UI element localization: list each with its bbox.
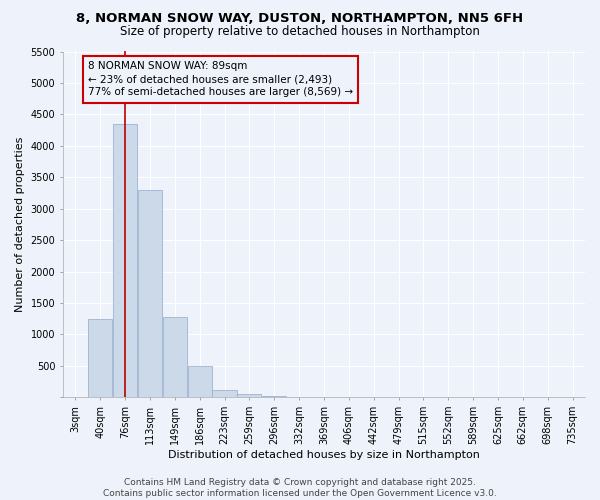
Bar	[138, 190, 162, 398]
Text: 8 NORMAN SNOW WAY: 89sqm
← 23% of detached houses are smaller (2,493)
77% of sem: 8 NORMAN SNOW WAY: 89sqm ← 23% of detach…	[88, 61, 353, 98]
X-axis label: Distribution of detached houses by size in Northampton: Distribution of detached houses by size …	[168, 450, 480, 460]
Bar	[287, 396, 311, 398]
Y-axis label: Number of detached properties: Number of detached properties	[15, 136, 25, 312]
Text: Contains HM Land Registry data © Crown copyright and database right 2025.
Contai: Contains HM Land Registry data © Crown c…	[103, 478, 497, 498]
Bar	[88, 318, 112, 398]
Bar	[212, 390, 236, 398]
Bar	[188, 366, 212, 398]
Bar	[238, 394, 262, 398]
Bar	[163, 318, 187, 398]
Bar	[113, 124, 137, 398]
Text: 8, NORMAN SNOW WAY, DUSTON, NORTHAMPTON, NN5 6FH: 8, NORMAN SNOW WAY, DUSTON, NORTHAMPTON,…	[76, 12, 524, 26]
Text: Size of property relative to detached houses in Northampton: Size of property relative to detached ho…	[120, 25, 480, 38]
Bar	[262, 396, 286, 398]
